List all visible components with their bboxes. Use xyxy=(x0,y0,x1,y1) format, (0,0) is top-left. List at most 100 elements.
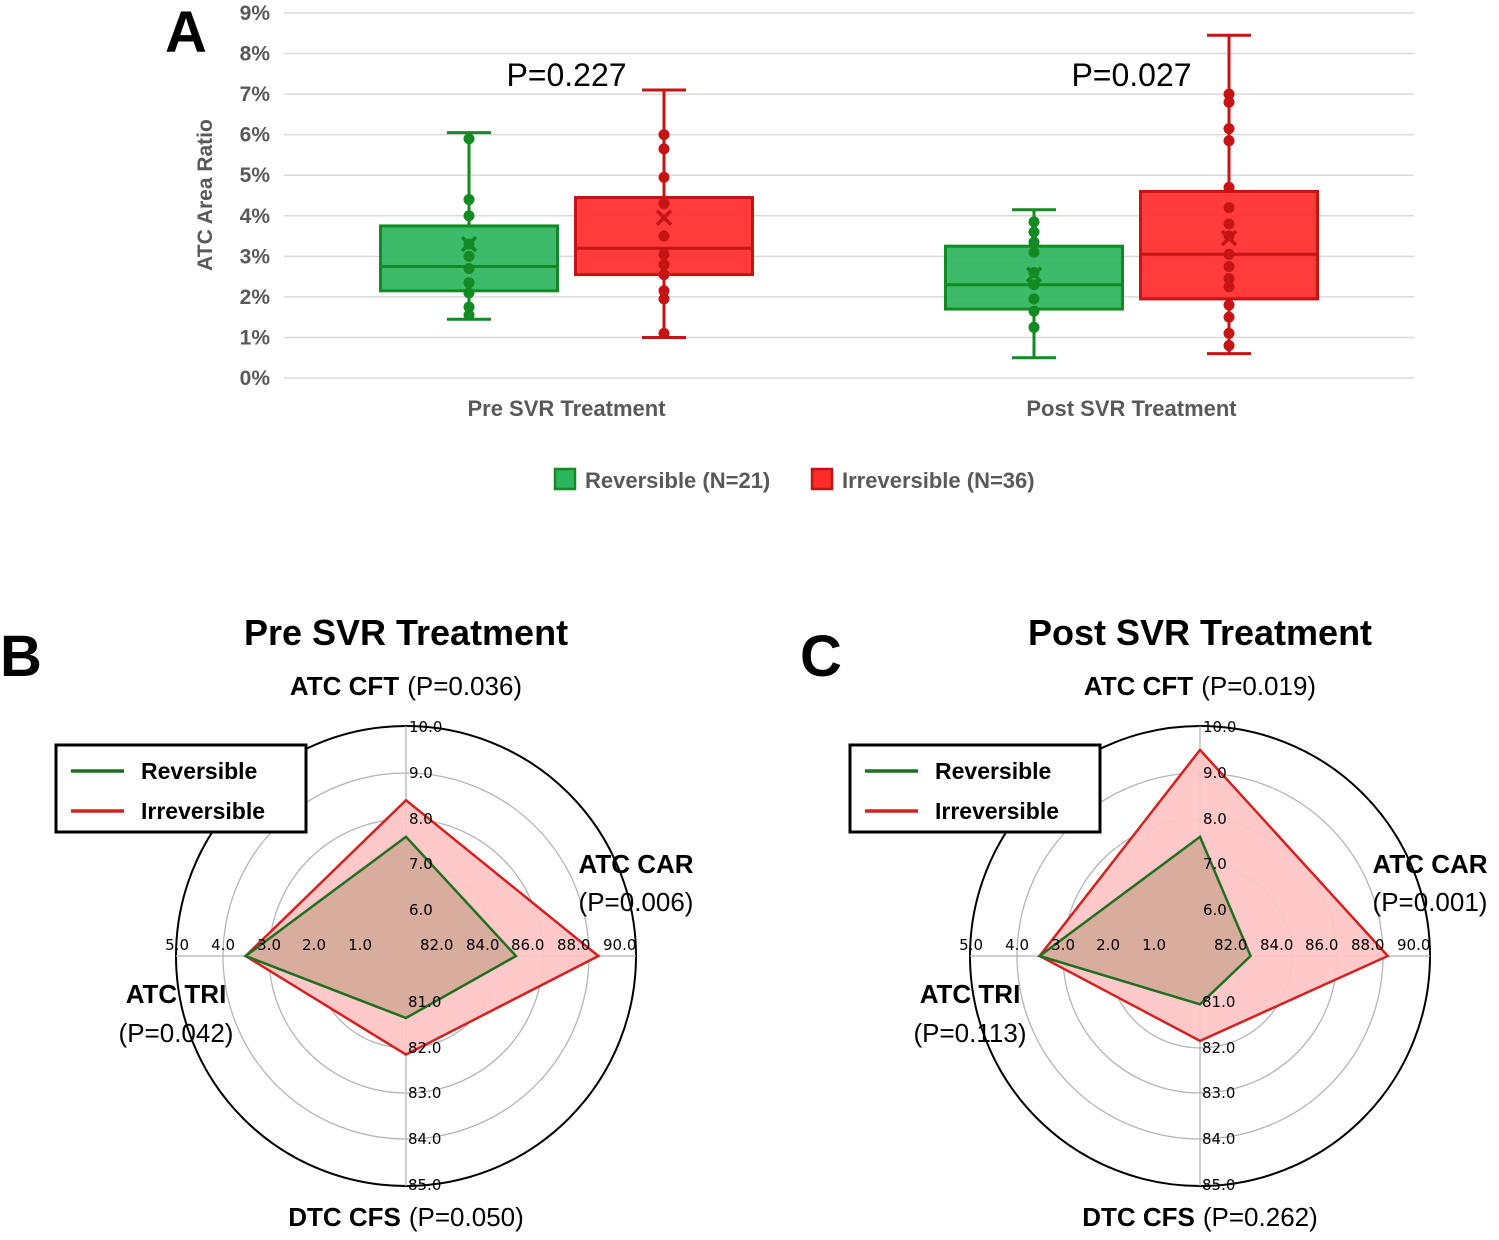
box-reversible xyxy=(379,131,559,321)
data-point xyxy=(658,171,670,183)
radar-tick-label: 84.0 xyxy=(408,1130,441,1148)
axis-p-value-right: (P=0.006) xyxy=(579,887,694,917)
axis-name-left: ATC TRI xyxy=(126,979,227,1009)
data-point xyxy=(463,263,475,274)
data-point xyxy=(463,133,475,145)
data-point xyxy=(1223,273,1235,285)
radar-tick-label: 3.0 xyxy=(1051,936,1075,954)
radar-tick-label: 88.0 xyxy=(1351,936,1384,954)
data-point xyxy=(1223,299,1235,311)
data-point xyxy=(463,301,475,313)
panel-a-categories: Pre SVR Treatment Post SVR Treatment xyxy=(467,396,1237,421)
y-tick-label: 2% xyxy=(240,286,271,309)
data-point xyxy=(1223,135,1235,147)
irreversible-line xyxy=(243,798,601,1057)
box-irreversible xyxy=(1139,33,1319,356)
panel-c-title: Post SVR Treatment xyxy=(1028,612,1372,653)
data-point xyxy=(658,293,670,305)
radar-tick-label: 85.0 xyxy=(408,1176,441,1194)
data-point xyxy=(1223,88,1235,100)
legend-label: Irreversible (N=36) xyxy=(842,468,1035,493)
radar-tick-label: 10.0 xyxy=(409,718,442,736)
radar-legend-box xyxy=(848,743,1102,834)
panel-c-radar: C Post SVR Treatment 6.0 7.0 8.0 9.0 10.0 82.… xyxy=(800,612,1488,1232)
radar-tick-label: 82.0 xyxy=(1214,936,1247,954)
radar-tick-label: 86.0 xyxy=(1305,936,1338,954)
data-point xyxy=(658,327,670,339)
radar-tick-label: 81.0 xyxy=(408,993,441,1011)
axis-p-value: (P=0.036) xyxy=(407,671,522,701)
axis-label-bottom: DTC CFS (P=0.262) xyxy=(1082,1202,1318,1232)
radar-tick-label: 8.0 xyxy=(409,810,433,828)
data-point xyxy=(1223,202,1235,214)
radar-tick-label: 1.0 xyxy=(1142,936,1166,954)
radar-tick-label: 85.0 xyxy=(1202,1176,1235,1194)
data-point xyxy=(1223,281,1235,293)
radar-tick-label: 7.0 xyxy=(409,855,433,873)
y-tick-label: 1% xyxy=(240,326,271,349)
data-point xyxy=(1028,226,1040,238)
data-point xyxy=(463,309,475,321)
radar-tick-label: 84.0 xyxy=(1202,1130,1235,1148)
axis-p-value-right: (P=0.001) xyxy=(1373,887,1488,917)
category-label: Post SVR Treatment xyxy=(1026,396,1237,421)
radar-tick-label: 10.0 xyxy=(1203,718,1236,736)
mean-marker xyxy=(1025,266,1043,283)
axis-p-value: (P=0.262) xyxy=(1203,1202,1318,1232)
data-point xyxy=(1028,293,1040,305)
legend-swatch xyxy=(810,467,834,491)
data-point xyxy=(658,198,670,210)
panel-a-y-axis-label: ATC Area Ratio xyxy=(194,119,217,271)
box-reversible xyxy=(944,208,1124,360)
category-label: Pre SVR Treatment xyxy=(467,396,666,421)
data-point xyxy=(658,248,670,260)
data-point xyxy=(658,269,670,281)
mean-marker xyxy=(1220,229,1238,247)
radar-tick-label: 6.0 xyxy=(1203,901,1227,919)
data-point xyxy=(1223,123,1235,135)
y-tick-label: 8% xyxy=(240,43,271,66)
axis-name: DTC CFS xyxy=(1082,1202,1195,1232)
panel-a-boxes xyxy=(379,33,1319,360)
radar-legend-box xyxy=(54,743,308,834)
radar-tick-label: 81.0 xyxy=(1202,993,1235,1011)
legend-label-reversible: Reversible xyxy=(141,758,257,784)
panel-b-title: Pre SVR Treatment xyxy=(244,612,568,653)
data-point xyxy=(1028,236,1040,248)
radar-tick-label: 9.0 xyxy=(1203,764,1227,782)
data-point xyxy=(1223,218,1235,230)
radar-tick-label: 4.0 xyxy=(1005,936,1029,954)
data-point xyxy=(1028,216,1040,228)
radar-tick-label: 82.0 xyxy=(1202,1039,1235,1057)
axis-label-top: ATC CFT (P=0.019) xyxy=(1084,671,1316,701)
data-point xyxy=(1223,327,1235,339)
p-value-label: P=0.227 xyxy=(506,57,626,93)
legend-label-irreversible: Irreversible xyxy=(141,798,265,824)
axis-name-left: ATC TRI xyxy=(920,979,1021,1009)
y-tick-label: 9% xyxy=(240,2,271,25)
y-tick-label: 7% xyxy=(240,83,271,106)
panel-c-letter: C xyxy=(800,624,842,689)
data-point xyxy=(1028,279,1040,291)
radar-tick-label: 83.0 xyxy=(1202,1084,1235,1102)
radar-tick-label: 90.0 xyxy=(603,936,636,954)
radar-tick-label: 82.0 xyxy=(408,1039,441,1057)
data-point xyxy=(1028,246,1040,258)
data-point xyxy=(1028,321,1040,333)
radar-tick-label: 5.0 xyxy=(165,936,189,954)
data-point xyxy=(1223,311,1235,323)
axis-name-right: ATC CAR xyxy=(578,849,693,879)
mean-marker xyxy=(460,235,478,253)
panel-b-radar: B Pre SVR Treatment 6.0 7.0 8.0 9.0 10.0 82.0… xyxy=(0,612,694,1232)
data-point xyxy=(1223,260,1235,272)
reversible-line xyxy=(243,835,518,1020)
axis-label-bottom: DTC CFS (P=0.050) xyxy=(288,1202,524,1232)
legend-label-irreversible: Irreversible xyxy=(935,798,1059,824)
data-point xyxy=(463,210,475,222)
data-point xyxy=(1223,340,1235,352)
radar-tick-label: 1.0 xyxy=(348,936,372,954)
radar-tick-label: 3.0 xyxy=(257,936,281,954)
data-point xyxy=(463,277,475,289)
panel-a-y-ticks: 0% 1% 2% 3% 4% 5% 6% 7% 8% 9% xyxy=(240,2,271,390)
data-point xyxy=(1223,181,1235,193)
